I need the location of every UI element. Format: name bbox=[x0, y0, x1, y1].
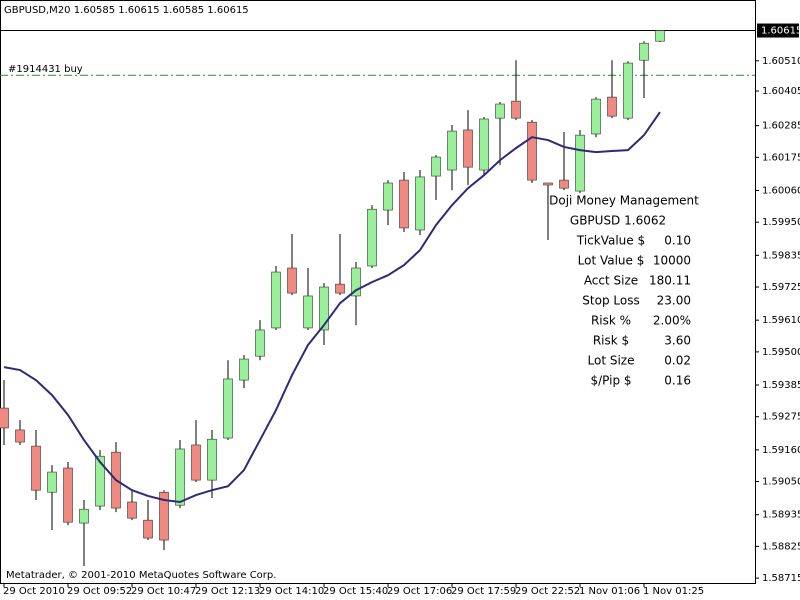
panel-row-label: $/Pip $ bbox=[590, 374, 631, 388]
panel-row-value: 0.02 bbox=[664, 354, 691, 368]
y-tick-label: 1.58715 bbox=[762, 573, 800, 584]
candle-body bbox=[399, 179, 409, 229]
y-tick-label: 1.59050 bbox=[762, 477, 800, 488]
x-tick-label: 29 Oct 10:47 bbox=[131, 586, 196, 597]
x-tick-label: 29 Oct 15:40 bbox=[323, 586, 388, 597]
copyright: Metatrader, © 2001-2010 MetaQuotes Softw… bbox=[6, 570, 276, 581]
y-tick-label: 1.59385 bbox=[762, 380, 800, 391]
candle-body bbox=[495, 103, 505, 119]
candle-body bbox=[415, 176, 425, 231]
x-tick-label: 29 Oct 14:10 bbox=[259, 586, 324, 597]
candle-body bbox=[127, 501, 137, 519]
panel-row-label: TickValue $ bbox=[576, 234, 645, 248]
panel-title: Doji Money Management bbox=[549, 194, 699, 208]
candle-body bbox=[575, 134, 585, 192]
candle-body bbox=[175, 448, 185, 506]
x-tick-label: 29 Oct 09:52 bbox=[67, 586, 132, 597]
candle-body bbox=[319, 286, 329, 331]
candle-body bbox=[31, 445, 41, 491]
candle-body bbox=[543, 182, 553, 186]
candle-body bbox=[271, 271, 281, 329]
y-tick-label: 1.59725 bbox=[762, 282, 800, 293]
candle-body bbox=[207, 438, 217, 481]
y-tick-label: 1.60510 bbox=[762, 56, 800, 67]
candle-body bbox=[287, 267, 297, 294]
chart-title: GBPUSD,M20 1.60585 1.60615 1.60585 1.606… bbox=[4, 5, 249, 16]
x-tick-label: 29 Oct 17:59 bbox=[451, 586, 516, 597]
candle-body bbox=[511, 100, 521, 119]
panel-row-value: 23.00 bbox=[657, 294, 691, 308]
y-tick-label: 1.60175 bbox=[762, 152, 800, 163]
candle-body bbox=[607, 96, 617, 117]
y-tick-label: 1.59835 bbox=[762, 250, 800, 261]
x-tick-label: 29 Oct 17:06 bbox=[387, 586, 452, 597]
candle-body bbox=[431, 156, 441, 177]
candle-body bbox=[463, 129, 473, 168]
panel-row-label: Stop Loss bbox=[582, 294, 639, 308]
x-tick-label: 29 Oct 22:52 bbox=[515, 586, 580, 597]
panel-row-value: 3.60 bbox=[664, 334, 691, 348]
bid-tag bbox=[757, 23, 799, 38]
candle-body bbox=[79, 508, 89, 524]
panel-row-label: Acct Size bbox=[584, 274, 638, 288]
y-tick-label: 1.59500 bbox=[762, 347, 800, 358]
y-tick-label: 1.59160 bbox=[762, 445, 800, 456]
x-tick-label: 1 Nov 01:06 bbox=[579, 586, 640, 597]
candle-body bbox=[47, 471, 57, 493]
bid-label: 1.60615 bbox=[761, 26, 800, 37]
candle-body bbox=[95, 455, 105, 507]
candle-body bbox=[655, 30, 665, 42]
panel-row-label: Risk % bbox=[591, 314, 631, 328]
moving-average bbox=[3, 111, 661, 504]
candle-body bbox=[527, 121, 537, 181]
candle-body bbox=[335, 283, 345, 294]
candle-body bbox=[0, 407, 9, 429]
panel-row-value: 2.00% bbox=[653, 314, 691, 328]
y-tick-label: 1.60285 bbox=[762, 121, 800, 132]
candle-body bbox=[351, 267, 361, 297]
panel-row-value: 180.11 bbox=[649, 274, 691, 288]
x-tick-label: 1 Nov 01:25 bbox=[643, 586, 704, 597]
candle-body bbox=[623, 62, 633, 119]
panel-row-label: Lot Value $ bbox=[578, 254, 645, 268]
candle-body bbox=[303, 295, 313, 329]
x-tick-label: 29 Oct 12:13 bbox=[195, 586, 260, 597]
candle-body bbox=[15, 429, 25, 443]
y-tick-label: 1.58825 bbox=[762, 541, 800, 552]
candle-body bbox=[479, 118, 489, 171]
candle-body bbox=[367, 208, 377, 267]
candle-body bbox=[239, 358, 249, 381]
candle-body bbox=[591, 98, 601, 135]
candle-body bbox=[143, 519, 153, 539]
candle-body bbox=[383, 182, 393, 211]
candle-body bbox=[639, 42, 649, 61]
y-tick-label: 1.58935 bbox=[762, 510, 800, 521]
panel-row-label: Lot Size bbox=[588, 354, 635, 368]
candle-body bbox=[223, 378, 233, 439]
candle-body bbox=[255, 329, 265, 357]
panel-row-value: 0.16 bbox=[664, 374, 691, 388]
y-tick-label: 1.60405 bbox=[762, 86, 800, 97]
candle-body bbox=[63, 467, 73, 523]
candle-body bbox=[191, 444, 201, 481]
y-tick-label: 1.59950 bbox=[762, 217, 800, 228]
y-tick-label: 1.59275 bbox=[762, 412, 800, 423]
candle-body bbox=[447, 130, 457, 171]
candle-body bbox=[159, 491, 169, 541]
y-tick-label: 1.60060 bbox=[762, 185, 800, 196]
panel-row-label: Risk $ bbox=[593, 334, 629, 348]
info-panel: Doji Money Management GBPUSD 1.6062 Tick… bbox=[549, 194, 699, 388]
order-label: #1914431 buy bbox=[8, 64, 83, 75]
x-tick-label: 29 Oct 2010 bbox=[3, 586, 65, 597]
candle-body bbox=[559, 179, 569, 189]
panel-subtitle: GBPUSD 1.6062 bbox=[570, 214, 666, 228]
panel-row-value: 10000 bbox=[653, 254, 691, 268]
panel-row-value: 0.10 bbox=[664, 234, 691, 248]
y-tick-label: 1.59610 bbox=[762, 315, 800, 326]
